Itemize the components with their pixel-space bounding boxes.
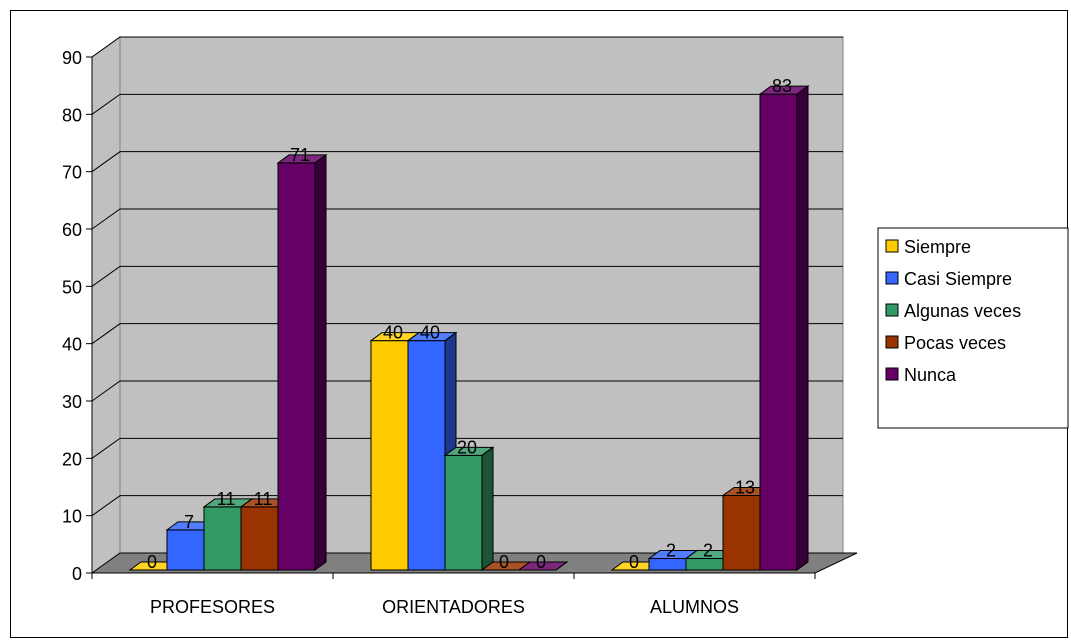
gridline — [91, 93, 843, 115]
legend-swatch — [885, 271, 899, 285]
x-axis: PROFESORES ORIENTADORES ALUMNOS — [91, 572, 816, 617]
y-tick-label: 90 — [62, 48, 82, 68]
legend-label: Pocas veces — [904, 333, 1006, 353]
gridlines — [91, 36, 843, 517]
bar-side — [555, 561, 568, 571]
bar — [517, 561, 569, 571]
data-label: 0 — [536, 552, 546, 572]
legend-swatch — [885, 239, 899, 253]
legend-box — [877, 227, 1069, 429]
y-tick-label: 70 — [62, 163, 82, 183]
data-label: 0 — [147, 552, 157, 572]
bar-front — [759, 93, 798, 571]
x-category-label: PROFESORES — [150, 597, 275, 617]
data-labels: 0 7 11 11 71 40 40 20 0 0 0 2 2 13 83 — [147, 76, 792, 572]
x-category-label: ALUMNOS — [650, 597, 739, 617]
data-label: 2 — [666, 541, 676, 561]
data-label: 71 — [290, 145, 310, 165]
data-label: 20 — [457, 437, 477, 457]
bars — [128, 85, 810, 571]
legend-swatch — [885, 335, 899, 349]
legend-label: Siempre — [904, 237, 971, 257]
bar-front — [203, 506, 242, 571]
legend-label: Nunca — [904, 365, 957, 385]
legend-swatch — [885, 367, 899, 381]
y-tick-label: 30 — [62, 392, 82, 412]
side-wall — [91, 36, 121, 574]
y-tick-label: 50 — [62, 277, 82, 297]
data-label: 13 — [735, 477, 755, 497]
y-axis: 0 10 20 30 40 50 60 70 80 90 — [62, 48, 93, 584]
gridline — [91, 36, 843, 58]
gridline — [91, 151, 843, 173]
data-label: 40 — [420, 323, 440, 343]
bar-side — [481, 446, 494, 571]
x-category-label: ORIENTADORES — [382, 597, 525, 617]
bar-front — [722, 494, 761, 571]
y-tick-label: 20 — [62, 449, 82, 469]
legend: Siempre Casi Siempre Algunas veces Pocas ve… — [877, 227, 1069, 429]
data-label: 11 — [254, 489, 273, 509]
data-label: 0 — [499, 552, 509, 572]
legend-label: Algunas veces — [904, 301, 1021, 321]
data-label: 11 — [217, 489, 236, 509]
bar-front — [407, 340, 446, 571]
bar-front — [277, 162, 316, 571]
data-label: 2 — [703, 541, 713, 561]
data-label: 7 — [184, 512, 194, 532]
gridline — [91, 208, 843, 230]
y-tick-label: 60 — [62, 220, 82, 240]
bar — [443, 446, 495, 571]
legend-label: Casi Siempre — [904, 269, 1012, 289]
gridline — [91, 495, 843, 517]
data-label: 83 — [772, 76, 792, 96]
gridline — [91, 380, 843, 402]
bar — [276, 153, 328, 571]
bar-front — [370, 340, 409, 571]
y-tick-label: 10 — [62, 507, 82, 527]
y-tick-label: 80 — [62, 105, 82, 125]
bar-front — [166, 529, 205, 571]
gridline — [91, 265, 843, 287]
data-label: 0 — [629, 552, 639, 572]
y-tick-label: 0 — [72, 564, 82, 584]
bar-side — [314, 153, 327, 571]
bar-side — [796, 85, 809, 571]
legend-swatch — [885, 303, 899, 317]
bar — [758, 85, 810, 571]
gridline — [91, 437, 843, 459]
gridline — [91, 323, 843, 345]
bar-front — [240, 506, 279, 571]
bar-front — [444, 454, 483, 571]
y-tick-label: 40 — [62, 335, 82, 355]
data-label: 40 — [383, 323, 403, 343]
